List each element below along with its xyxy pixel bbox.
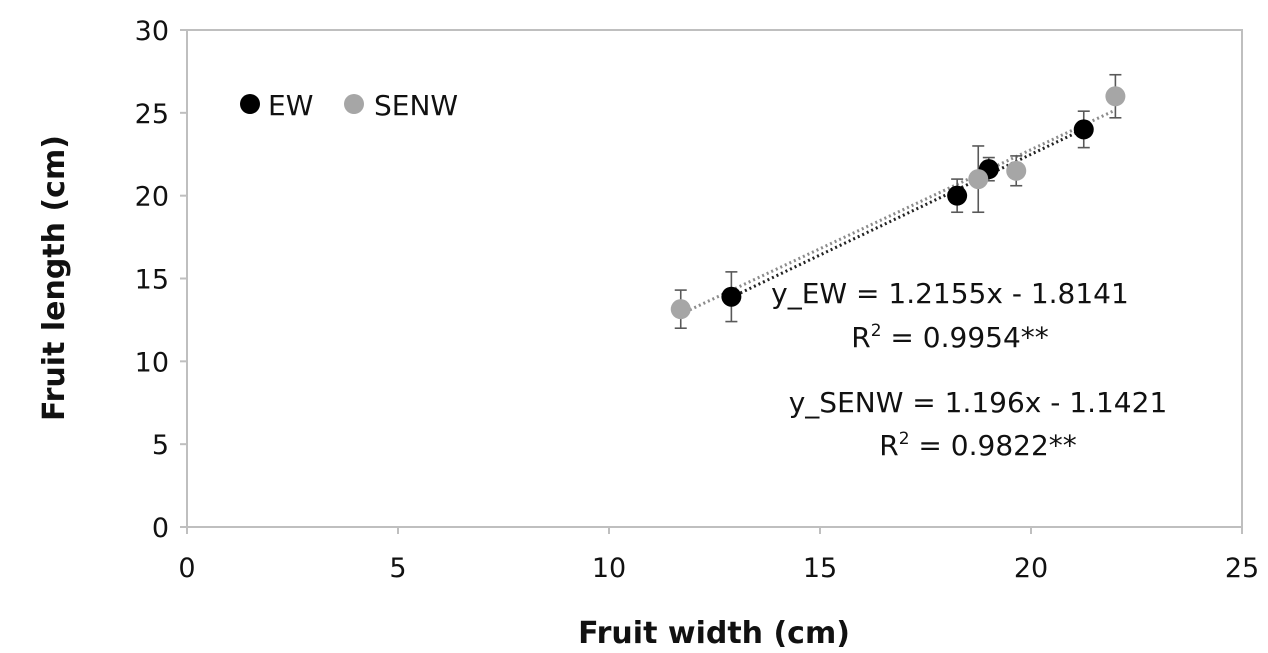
ew-r2-prefix: R: [851, 321, 870, 354]
y-tick-label: 25: [135, 99, 169, 130]
point-senw: [968, 169, 989, 190]
legend: EW SENW: [240, 89, 458, 122]
ew-r2: R2 = 0.9954**: [851, 321, 1049, 354]
axis-ticks: 0 5 10 15 20 25 30 0 5 10 15 20 25: [135, 16, 1260, 584]
trendlines: [680, 108, 1117, 316]
ew-equation: y_EW = 1.2155x - 1.8141: [771, 277, 1129, 310]
point-ew: [721, 286, 742, 307]
y-tick-label: 30: [135, 16, 169, 47]
senw-r2-value: = 0.9822**: [910, 429, 1077, 462]
x-tick-label: 5: [389, 553, 406, 584]
legend-marker-senw: [344, 94, 364, 114]
point-senw: [1006, 160, 1027, 181]
y-tick-label: 10: [135, 347, 169, 378]
senw-r2: R2 = 0.9822**: [879, 429, 1077, 462]
x-tick-label: 15: [803, 553, 837, 584]
x-axis-title: Fruit width (cm): [578, 616, 850, 651]
y-tick-label: 0: [152, 513, 169, 544]
data-points: [670, 86, 1126, 320]
y-axis-title: Fruit length (cm): [37, 135, 72, 421]
legend-label-senw: SENW: [374, 89, 458, 122]
point-senw: [670, 299, 691, 320]
x-tick-label: 20: [1014, 553, 1048, 584]
x-tick-label: 25: [1225, 553, 1259, 584]
y-tick-label: 15: [135, 265, 169, 296]
legend-marker-ew: [240, 94, 260, 114]
trendline-senw: [680, 108, 1117, 316]
ew-r2-value: = 0.9954**: [882, 321, 1049, 354]
point-senw: [1105, 86, 1126, 107]
legend-label-ew: EW: [268, 89, 313, 122]
x-tick-label: 10: [592, 553, 626, 584]
point-ew: [1073, 119, 1094, 140]
senw-equation: y_SENW = 1.196x - 1.1421: [789, 386, 1168, 419]
y-tick-label: 20: [135, 182, 169, 213]
equation-annotations: y_EW = 1.2155x - 1.8141 R2 = 0.9954** y_…: [771, 277, 1167, 462]
x-tick-label: 0: [178, 553, 195, 584]
y-tick-label: 5: [152, 430, 169, 461]
trendline-ew: [730, 127, 1085, 299]
senw-r2-exp: 2: [899, 429, 910, 449]
point-ew: [947, 185, 968, 206]
ew-r2-exp: 2: [871, 321, 882, 341]
senw-r2-prefix: R: [879, 429, 898, 462]
